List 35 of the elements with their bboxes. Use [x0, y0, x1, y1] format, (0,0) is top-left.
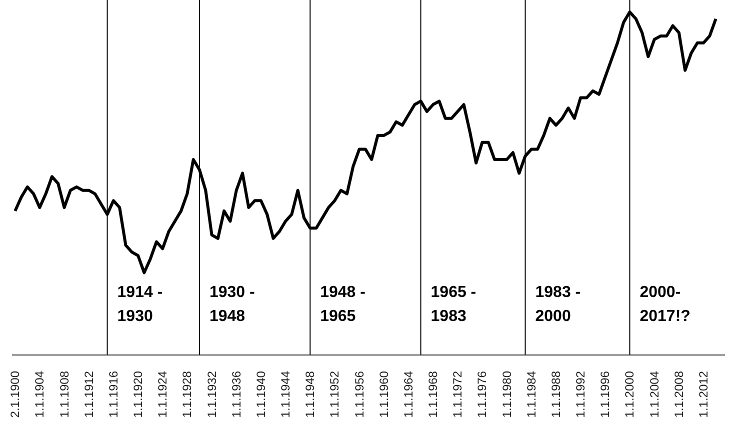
x-tick-label: 1.1.1988 [548, 370, 563, 418]
x-tick-label: 1.1.1972 [450, 370, 465, 418]
x-tick-label: 1.1.1996 [598, 370, 612, 418]
x-tick-label: 1.1.1912 [82, 370, 96, 418]
x-tick-label: 1.1.1904 [32, 370, 47, 418]
x-tick-label: 1.1.1980 [500, 370, 514, 418]
x-tick-label: 1.1.1928 [180, 370, 194, 418]
x-tick-label: 1.1.1924 [156, 370, 170, 418]
x-tick-label: 1.1.2004 [647, 370, 662, 418]
x-tick-label: 2.1.1900 [8, 370, 22, 418]
x-tick-label: 1.1.1968 [426, 370, 440, 418]
annotation: 2000- 2017!? [640, 284, 690, 325]
x-tick-label: 1.1.1932 [204, 370, 219, 418]
x-tick-label: 1.1.1936 [229, 370, 244, 418]
annotation: 1930 - 1948 [209, 284, 255, 325]
x-tick-label: 1.1.1992 [574, 370, 588, 418]
x-tick-label: 1.1.2008 [672, 370, 686, 418]
x-tick-label: 1.1.1940 [254, 370, 268, 418]
x-tick-label: 1.1.1944 [278, 370, 293, 418]
annotation: 1914 - 1930 [117, 284, 163, 325]
annotation: 1965 - 1983 [430, 284, 476, 325]
x-tick-label: 1.1.1952 [328, 370, 342, 418]
x-tick-label: 1.1.2000 [622, 370, 637, 418]
x-tick-label: 1.1.2012 [696, 370, 711, 418]
x-tick-label: 1.1.1984 [524, 370, 538, 418]
x-tick-label: 1.1.1920 [131, 370, 146, 418]
x-tick-label: 1.1.1916 [106, 370, 120, 418]
x-tick-label: 1.1.1976 [475, 370, 490, 418]
x-tick-label: 1.1.1964 [401, 370, 416, 418]
x-tick-label: 1.1.1960 [376, 370, 391, 418]
x-tick-label: 1.1.1908 [57, 370, 72, 418]
x-tick-label: 1.1.1948 [303, 370, 318, 418]
x-tick-label: 1.1.1956 [352, 370, 366, 418]
annotation: 1948 - 1965 [320, 284, 366, 325]
annotation: 1983 - 2000 [535, 284, 581, 325]
